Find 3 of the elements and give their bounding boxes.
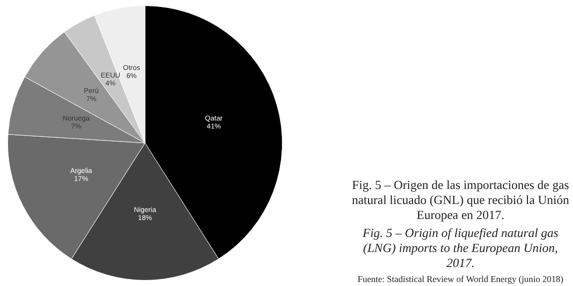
text: Fig. 5 – Origin of liquefied natural gas (LNG) imports to the European Union, 2017. [362, 226, 560, 271]
source-note: Fuente: Stadistical Review of World Energy (junio 2018) [356, 274, 564, 284]
text: Fig. 5 – Origen de las importaciones de gas natural licuado (GNL) que recibió la Unión Europea en 2017. [350, 178, 570, 223]
